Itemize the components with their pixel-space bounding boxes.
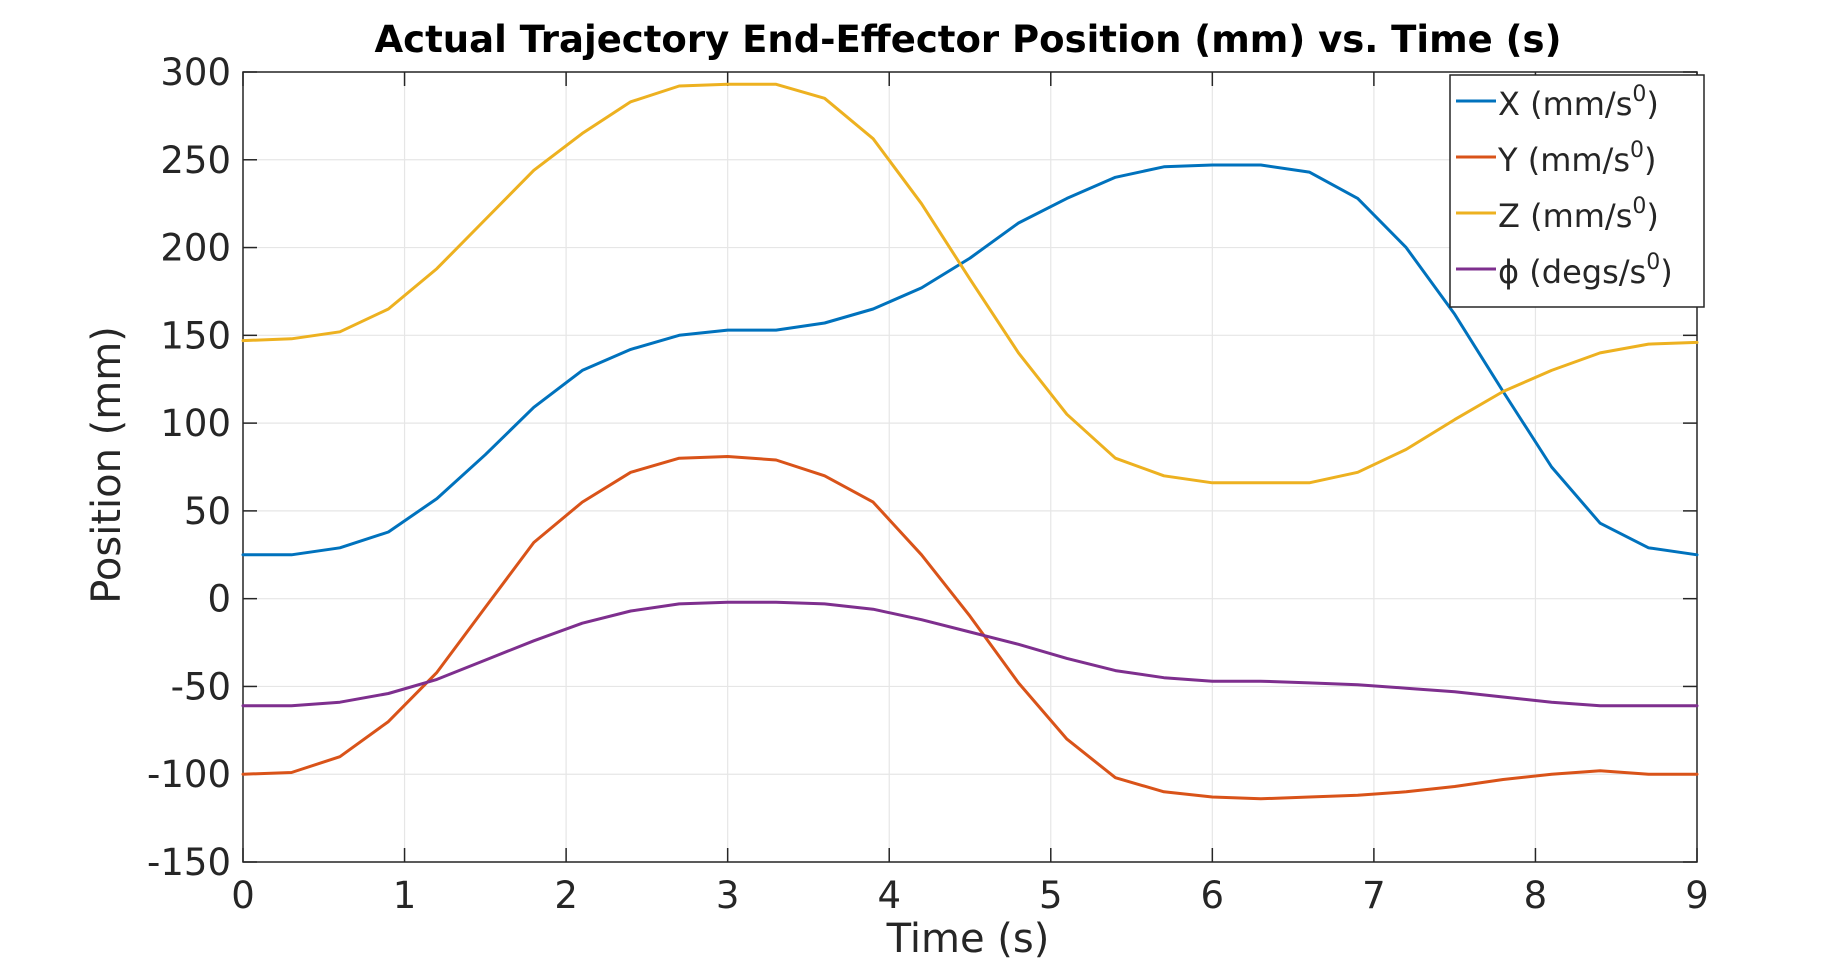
series-line: [241, 455, 1699, 801]
x-tick-label: 6: [1201, 874, 1225, 917]
y-tick-label: 250: [160, 139, 231, 182]
x-tick-label: 3: [716, 874, 740, 917]
y-tick-label: -50: [171, 665, 231, 708]
y-tick-label: 300: [160, 51, 231, 94]
y-tick-label: -100: [147, 753, 231, 796]
x-tick-label: 1: [393, 874, 417, 917]
legend-label: Y (mm/s0): [1497, 138, 1656, 179]
y-tick-label: 0: [207, 578, 231, 621]
axes: 0 1 2 3 4 5 6 7 8 9 -150 -100 -50 0 50 100 150 200 250 300: [147, 51, 1709, 917]
chart-title: Actual Trajectory End-Effector Position …: [375, 18, 1562, 61]
x-tick-label: 0: [231, 874, 255, 917]
legend-label: X (mm/s0): [1498, 82, 1659, 123]
x-tick-label: 9: [1685, 874, 1709, 917]
legend: X (mm/s0) Y (mm/s0) Z (mm/s0) ϕ (degs/s0): [1449, 74, 1705, 308]
series-line: [241, 163, 1699, 557]
y-tick-label: 100: [160, 402, 231, 445]
legend-label: ϕ (degs/s0): [1498, 250, 1673, 291]
x-tick-label: 7: [1362, 874, 1386, 917]
x-tick-label: 4: [877, 874, 901, 917]
x-axis-label: Time (s): [886, 916, 1050, 961]
plot-frame: [242, 71, 1698, 863]
y-tick-label: 150: [160, 314, 231, 357]
series-line: [241, 600, 1699, 708]
x-tick-label: 2: [554, 874, 578, 917]
y-tick-label: -150: [147, 841, 231, 884]
data-series: [241, 82, 1699, 801]
y-tick-label: 50: [184, 490, 231, 533]
y-axis-label: Position (mm): [84, 326, 130, 604]
legend-label: Z (mm/s0): [1498, 194, 1659, 235]
y-tick-label: 200: [160, 227, 231, 270]
x-tick-label: 5: [1039, 874, 1063, 917]
x-tick-label: 8: [1524, 874, 1548, 917]
series-line: [241, 82, 1699, 485]
